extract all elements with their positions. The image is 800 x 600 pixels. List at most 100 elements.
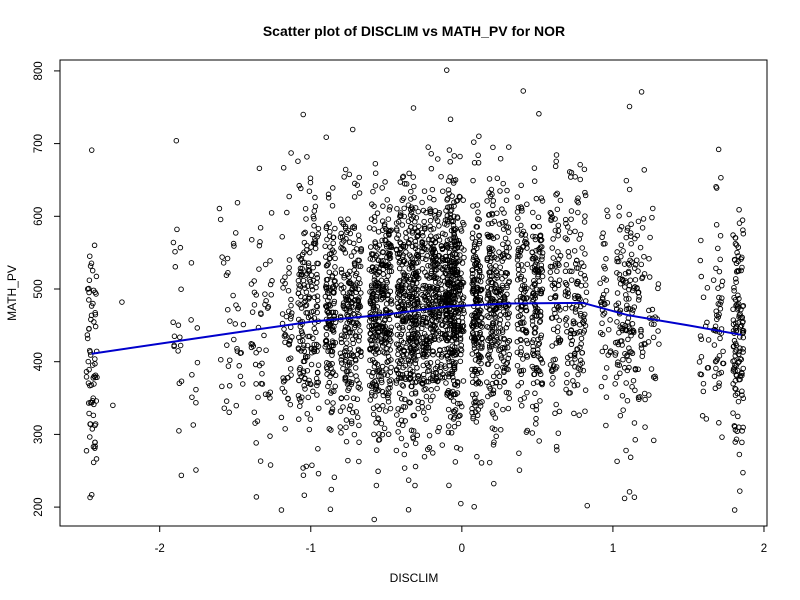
data-point <box>617 412 624 419</box>
data-point <box>651 321 657 328</box>
data-point <box>410 345 417 351</box>
data-point <box>469 230 476 236</box>
data-point <box>489 252 495 258</box>
data-point <box>496 304 503 311</box>
data-point <box>384 197 391 203</box>
data-point <box>357 386 363 392</box>
x-tick-label: -1 <box>306 543 316 555</box>
data-point <box>297 256 304 263</box>
data-point <box>298 268 304 275</box>
data-point <box>87 434 93 440</box>
data-point <box>506 337 512 344</box>
data-point <box>616 204 623 210</box>
data-point <box>448 316 455 323</box>
data-point <box>398 357 404 363</box>
data-point <box>423 290 429 296</box>
data-point <box>629 329 635 335</box>
data-point <box>257 239 263 245</box>
data-point <box>412 379 419 386</box>
data-point <box>613 350 619 356</box>
data-point <box>398 396 405 402</box>
data-point <box>178 472 185 479</box>
data-point <box>288 296 294 303</box>
data-point <box>329 324 335 331</box>
data-point <box>401 288 408 295</box>
data-point <box>315 362 322 368</box>
data-point <box>306 294 312 300</box>
data-point <box>405 507 412 513</box>
data-point <box>520 356 526 362</box>
data-point <box>650 374 657 380</box>
data-point <box>472 261 478 268</box>
data-point <box>372 239 378 245</box>
data-point <box>736 312 743 318</box>
data-point <box>625 336 631 343</box>
data-point <box>719 278 726 285</box>
data-point <box>564 224 571 230</box>
data-point <box>614 339 621 345</box>
data-point <box>345 326 352 332</box>
data-point <box>343 345 349 351</box>
data-point <box>524 340 531 347</box>
data-point <box>578 335 585 342</box>
data-point <box>189 372 195 378</box>
data-point <box>562 316 569 323</box>
data-point <box>86 366 92 373</box>
data-point <box>314 271 320 278</box>
data-point <box>356 174 362 181</box>
data-point <box>484 198 490 204</box>
data-point <box>623 327 630 334</box>
data-point <box>457 400 463 407</box>
data-point <box>194 359 201 366</box>
data-point <box>177 342 184 349</box>
data-point <box>518 182 524 189</box>
data-point <box>402 418 408 424</box>
data-point <box>399 261 405 268</box>
data-point <box>304 410 311 417</box>
data-point <box>448 394 454 401</box>
data-point <box>534 379 540 385</box>
data-point <box>227 318 233 324</box>
data-point <box>714 316 720 323</box>
data-point <box>431 273 438 280</box>
data-point <box>536 368 543 375</box>
data-point <box>549 245 555 251</box>
data-point <box>460 294 467 300</box>
data-point <box>705 337 712 343</box>
data-point <box>326 309 332 315</box>
data-point <box>387 330 393 336</box>
data-point <box>299 251 306 258</box>
data-point <box>386 316 393 323</box>
data-point <box>698 354 705 360</box>
data-point <box>623 380 629 386</box>
data-point <box>577 366 584 373</box>
data-point <box>457 307 463 313</box>
x-tick-label: 1 <box>610 543 616 555</box>
data-point <box>486 290 492 297</box>
data-point <box>549 381 555 387</box>
data-point <box>305 394 311 401</box>
data-point <box>550 374 556 381</box>
data-point <box>623 296 629 302</box>
data-point <box>477 278 484 285</box>
data-point <box>312 245 319 252</box>
data-point <box>299 337 306 344</box>
data-point <box>375 468 381 475</box>
data-point <box>458 403 465 410</box>
data-point <box>493 320 499 326</box>
data-point <box>314 303 321 310</box>
data-point <box>356 190 363 196</box>
data-point <box>341 333 347 339</box>
data-point <box>407 371 413 378</box>
data-point <box>566 253 572 260</box>
data-point <box>487 385 493 392</box>
data-point <box>492 426 498 433</box>
data-point <box>548 211 554 217</box>
data-point <box>452 177 459 183</box>
data-point <box>436 280 442 286</box>
data-point <box>305 283 311 289</box>
data-point <box>398 417 405 424</box>
data-point <box>444 237 451 244</box>
data-point <box>369 389 375 396</box>
data-point <box>93 456 100 462</box>
